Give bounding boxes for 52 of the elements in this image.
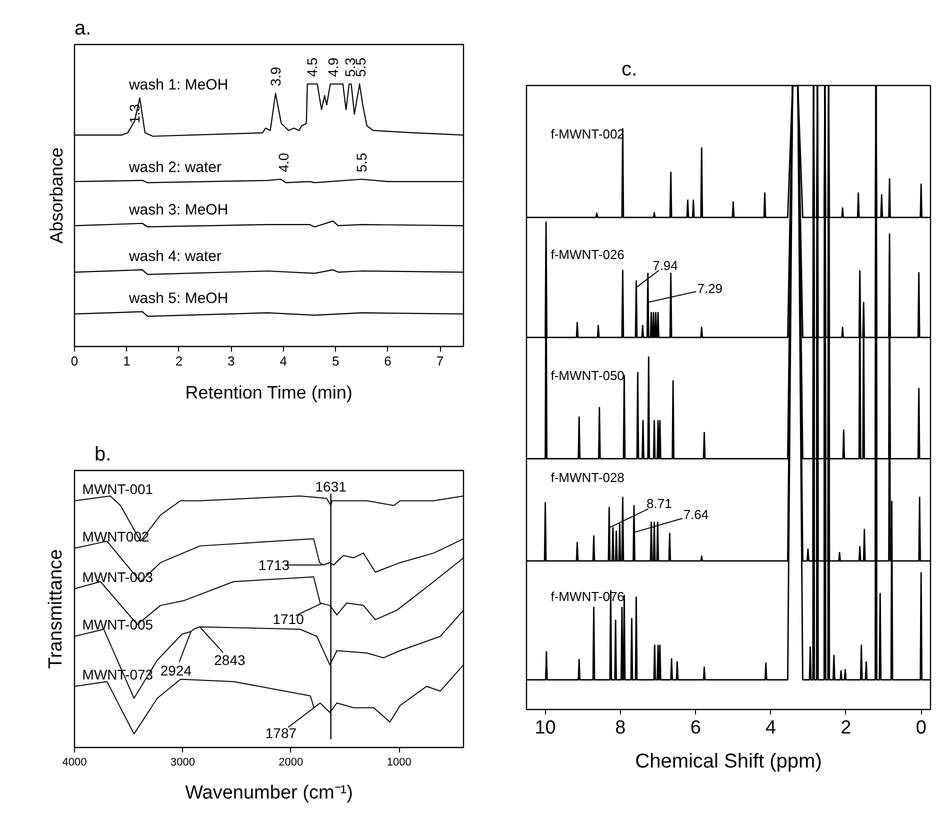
x-tick-label: 3 — [228, 354, 235, 368]
x-tick-label: 8 — [615, 718, 626, 738]
series-label: wash 3: MeOH — [128, 202, 228, 219]
series-label: wash 4: water — [128, 248, 222, 266]
annotation: 3.9 — [268, 66, 284, 86]
series-label: f-MWNT-050 — [550, 368, 624, 384]
x-tick-label: 5 — [332, 354, 340, 368]
x-tick-label: 2 — [840, 718, 852, 738]
annotation: 4.5 — [304, 57, 320, 77]
series-label: f-MWNT-026 — [550, 246, 624, 262]
series-label: MWNT-005 — [82, 616, 154, 632]
x-tick-label: 0 — [916, 718, 926, 738]
annotation: 5.5 — [354, 152, 370, 172]
x-tick-label: 10 — [534, 718, 556, 738]
y-axis-title: Transmittance — [46, 549, 66, 669]
annotation: 7.29 — [697, 280, 723, 296]
x-tick-label: 0 — [70, 354, 78, 368]
annotation: 8.71 — [646, 496, 672, 512]
series-label: wash 5: MeOH — [128, 290, 228, 308]
chart-title: c. — [622, 58, 638, 80]
x-tick-label: 2000 — [278, 756, 304, 768]
y-axis-title: Absorbance — [46, 147, 66, 244]
x-tick-label: 2 — [175, 354, 183, 368]
x-axis-title: Chemical Shift (ppm) — [635, 750, 822, 772]
x-tick-label: 3000 — [170, 756, 195, 768]
annotation: 7.64 — [683, 506, 709, 522]
x-tick-label: 4000 — [62, 756, 87, 768]
annotation: 4.0 — [275, 152, 292, 172]
x-axis-title: Retention Time (min) — [185, 382, 352, 402]
annotation: 4.9 — [324, 57, 341, 77]
chart-title: b. — [94, 444, 112, 466]
annotation: 7.94 — [652, 258, 678, 274]
annotation: 1787 — [265, 724, 297, 741]
series-label: MWNT-001 — [82, 480, 154, 497]
x-tick-label: 1 — [123, 354, 130, 368]
chart-title: a. — [74, 18, 92, 40]
series-label: wash 2: water — [128, 158, 222, 176]
x-tick-label: 4 — [280, 354, 287, 368]
ref-line-label: 1631 — [315, 478, 347, 495]
annotation: 2843 — [214, 652, 246, 668]
x-tick-label: 1000 — [386, 756, 412, 768]
x-axis-title: Wavenumber (cm⁻¹) — [185, 782, 353, 804]
series-label: f-MWNT-028 — [550, 470, 624, 486]
x-tick-label: 7 — [436, 354, 444, 368]
annotation: 1710 — [272, 611, 304, 628]
x-tick-label: 6 — [384, 354, 392, 368]
series-label: wash 1: MeOH — [128, 76, 228, 94]
x-tick-label: 4 — [765, 718, 776, 738]
annotation: 1713 — [258, 556, 290, 573]
annotation: 1.3 — [126, 104, 143, 124]
x-tick-label: 6 — [690, 718, 701, 738]
annotation: 2924 — [160, 662, 192, 679]
